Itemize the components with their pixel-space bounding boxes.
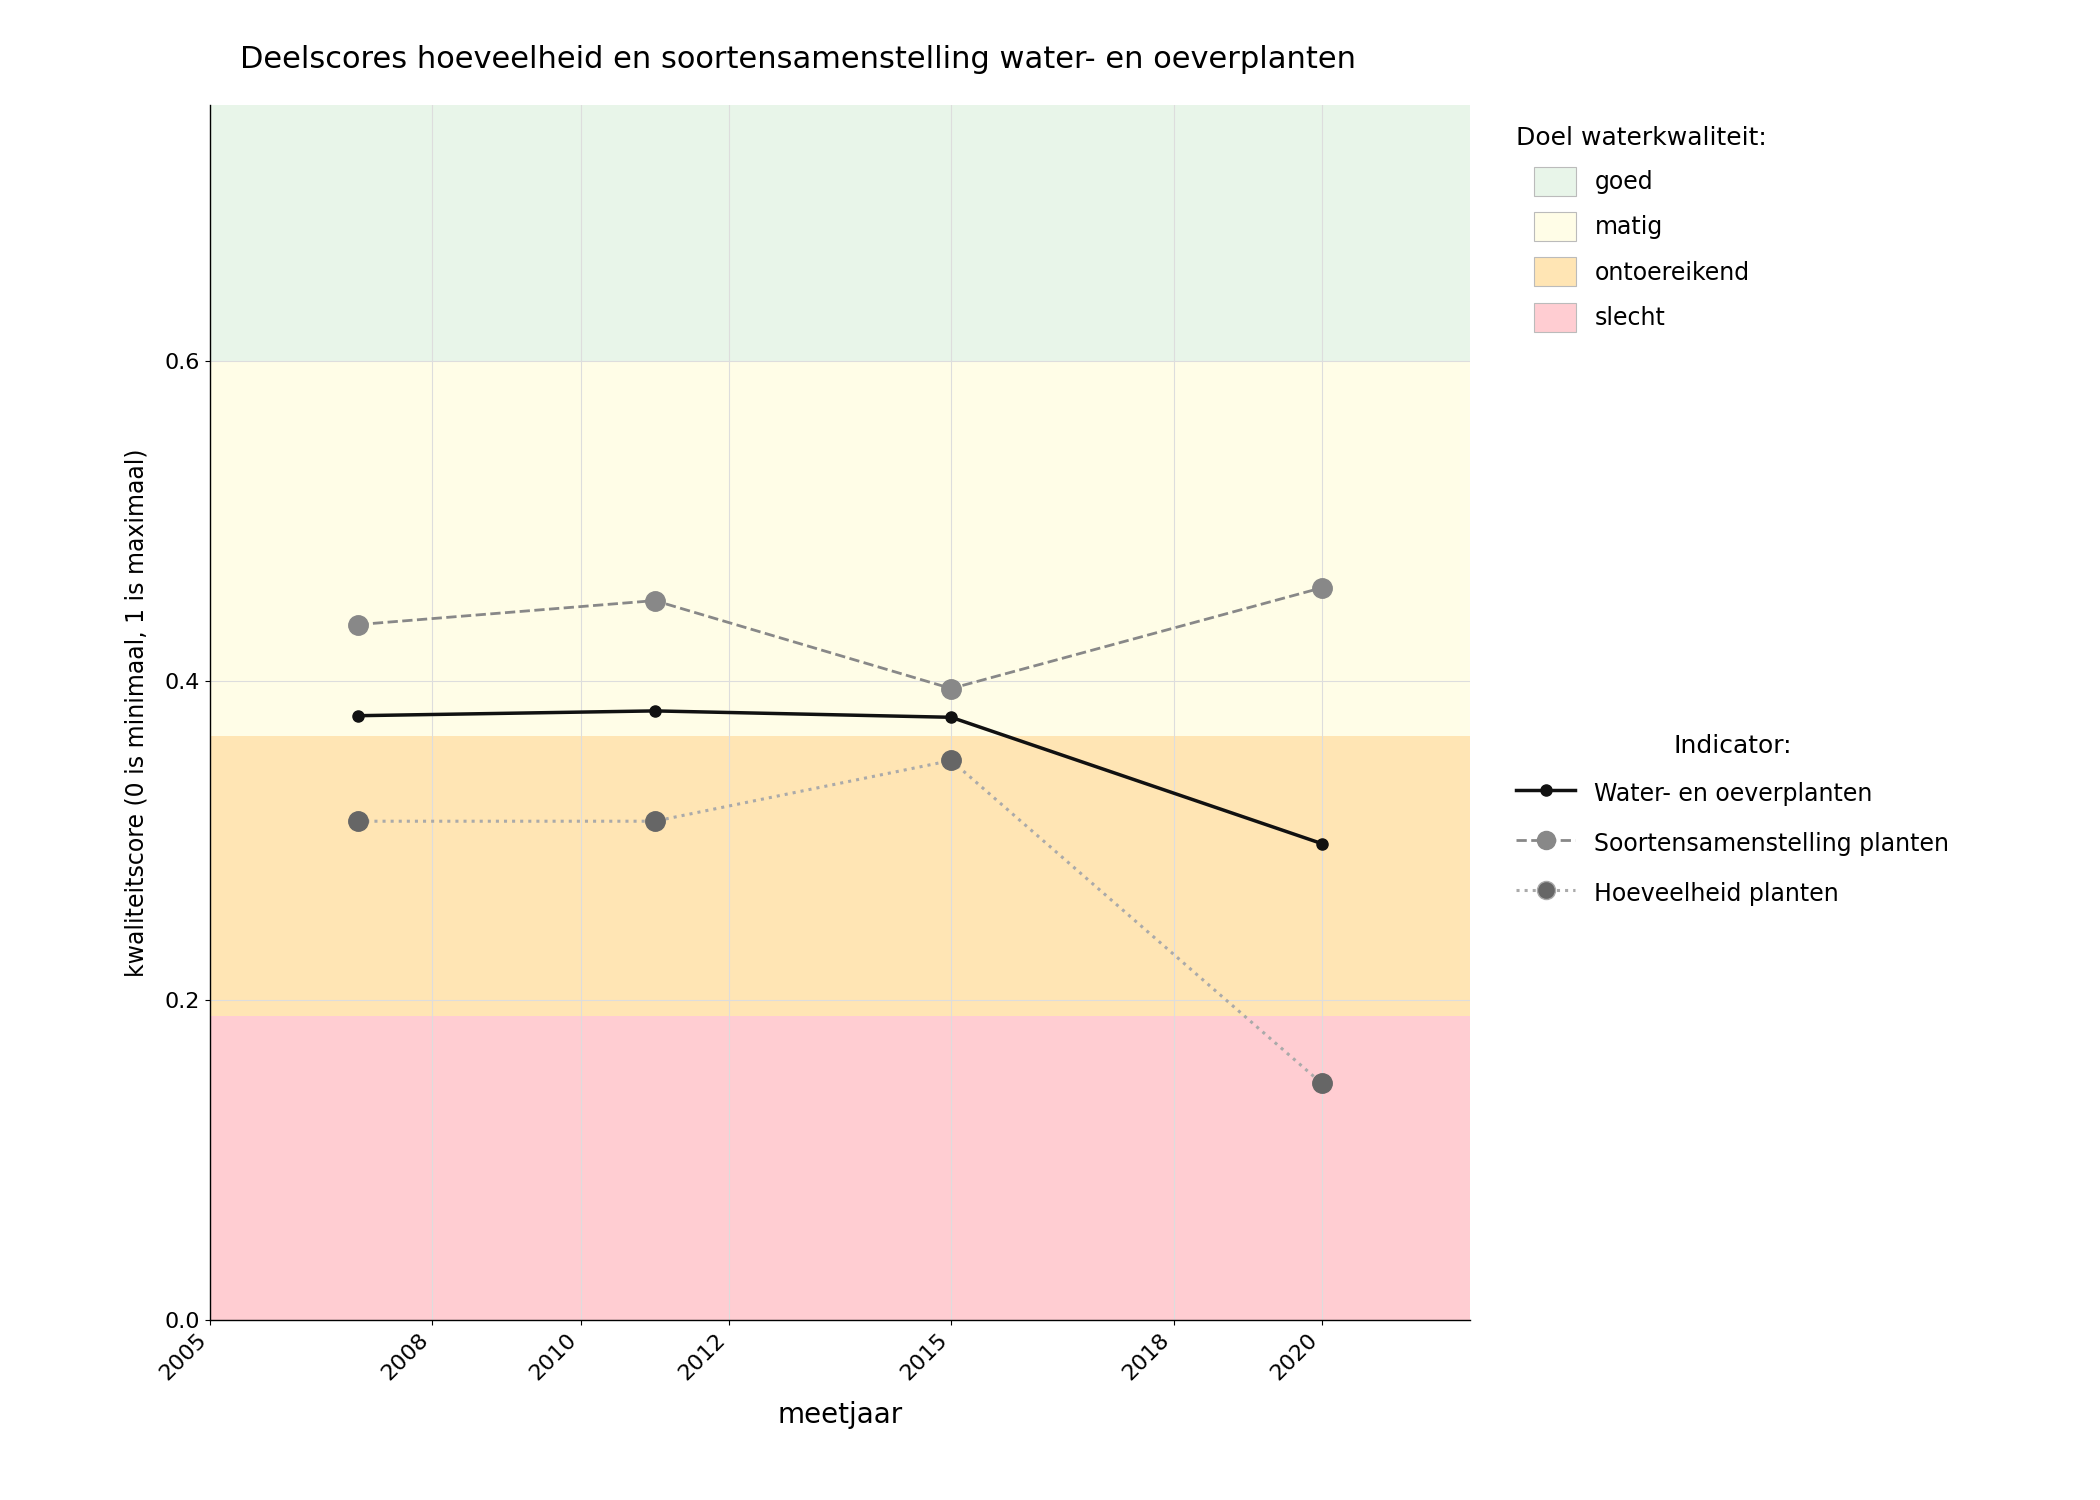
Y-axis label: kwaliteitscore (0 is minimaal, 1 is maximaal): kwaliteitscore (0 is minimaal, 1 is maxi… <box>124 448 149 976</box>
Bar <box>210 105 1470 362</box>
Bar <box>210 1017 1470 1320</box>
Bar <box>210 362 1470 736</box>
Bar <box>210 736 1470 1017</box>
Text: Deelscores hoeveelheid en soortensamenstelling water- en oeverplanten: Deelscores hoeveelheid en soortensamenst… <box>239 45 1357 74</box>
X-axis label: meetjaar: meetjaar <box>777 1401 903 1428</box>
Legend: Water- en oeverplanten, Soortensamenstelling planten, Hoeveelheid planten: Water- en oeverplanten, Soortensamenstel… <box>1508 724 1959 918</box>
